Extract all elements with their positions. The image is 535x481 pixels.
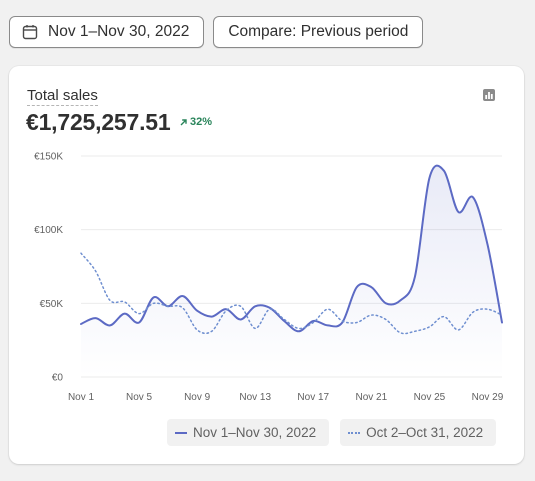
date-range-button[interactable]: Nov 1–Nov 30, 2022 — [9, 16, 205, 48]
chart-legend: Nov 1–Nov 30, 2022 Oct 2–Oct 31, 2022 — [167, 419, 497, 446]
legend-previous-label: Oct 2–Oct 31, 2022 — [366, 425, 484, 440]
x-tick-label: Nov 29 — [472, 392, 504, 403]
total-sales-card: Total sales €1,725,257.51 32% €0 €50K €100… — [9, 66, 524, 464]
x-tick-label: Nov 9 — [184, 392, 211, 403]
previous-series-line — [80, 252, 503, 335]
date-range-label: Nov 1–Nov 30, 2022 — [48, 23, 190, 40]
legend-item-current[interactable]: Nov 1–Nov 30, 2022 — [167, 419, 330, 446]
metric-value: €1,725,257.51 — [26, 109, 171, 135]
solid-line-swatch — [175, 431, 187, 434]
compare-label: Compare: Previous period — [228, 23, 409, 40]
x-tick-label: Nov 17 — [297, 392, 329, 403]
y-tick-label: €50K — [40, 299, 64, 310]
y-tick-label: €150K — [34, 152, 63, 163]
change-value: 32% — [190, 116, 213, 128]
y-tick-label: €0 — [52, 373, 64, 384]
current-series-line — [80, 164, 503, 333]
legend-item-previous[interactable]: Oct 2–Oct 31, 2022 — [340, 419, 497, 446]
sales-line-chart: €0 €50K €100K €150K Nov 1 Nov 5 Nov 9 Nov 13 Nov… — [34, 152, 504, 404]
x-tick-label: Nov 5 — [126, 392, 153, 403]
x-tick-label: Nov 25 — [414, 392, 446, 403]
compare-button[interactable]: Compare: Previous period — [213, 16, 424, 48]
legend-current-label: Nov 1–Nov 30, 2022 — [193, 425, 317, 440]
current-series-area — [81, 165, 502, 377]
dotted-line-swatch — [348, 431, 361, 434]
bar-chart-icon[interactable] — [481, 87, 497, 103]
toolbar: Nov 1–Nov 30, 2022 Compare: Previous per… — [9, 16, 424, 48]
x-tick-label: Nov 1 — [68, 392, 95, 403]
metric-title[interactable]: Total sales — [27, 87, 98, 106]
arrow-up-right-icon — [180, 118, 187, 125]
calendar-icon — [22, 24, 38, 40]
change-badge: 32% — [179, 116, 212, 128]
x-tick-label: Nov 21 — [356, 392, 388, 403]
x-tick-label: Nov 13 — [239, 392, 271, 403]
y-tick-label: €100K — [34, 225, 63, 236]
